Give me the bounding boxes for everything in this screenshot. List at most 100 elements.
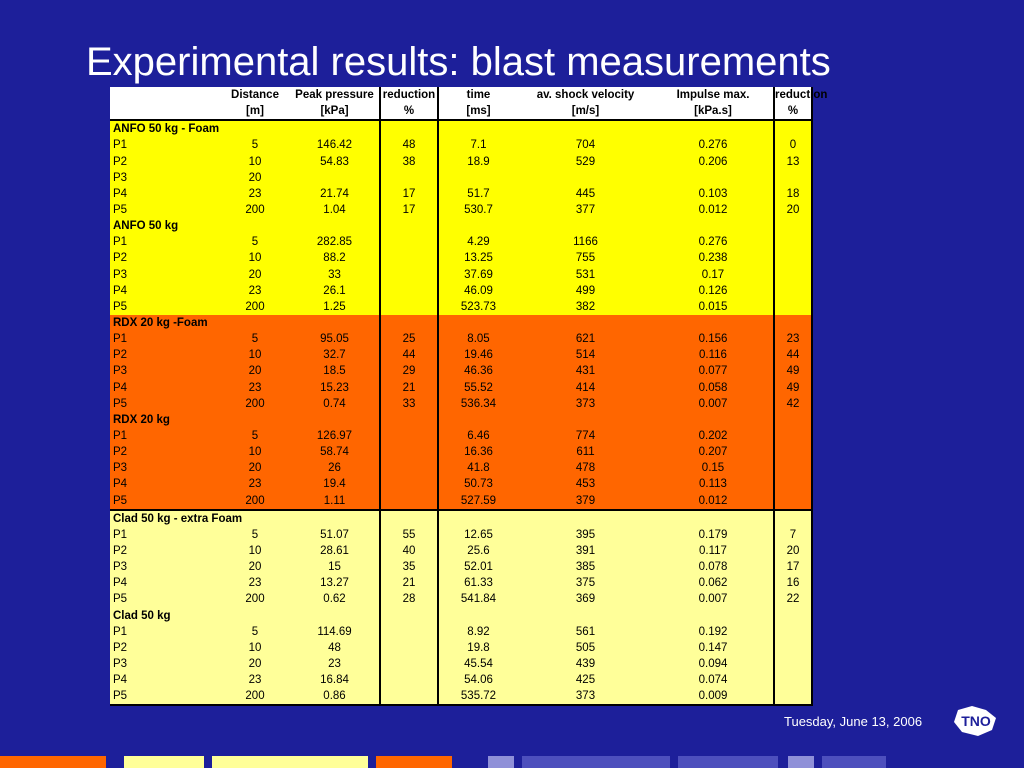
table-cell: 23 (220, 282, 290, 299)
table-cell: 20 (220, 559, 290, 576)
table-row: P3 20 15 35 52.01 385 0.078 17 (110, 559, 813, 576)
table-cell (379, 607, 439, 624)
table-cell: 146.42 (290, 137, 380, 154)
table-cell: 431 (518, 363, 653, 380)
table-cell: 0.094 (653, 655, 774, 673)
table-cell: 46.09 (438, 282, 518, 299)
table-cell (220, 119, 290, 138)
table-row: P1 5 95.05 25 8.05 621 0.156 23 (110, 331, 813, 348)
table-row: P3 20 26 41.8 478 0.15 (110, 460, 813, 477)
table-cell: 18.9 (438, 153, 518, 170)
group-header-row: ANFO 50 kg (110, 218, 813, 235)
table-cell: 19.46 (438, 347, 518, 364)
table-cell (379, 282, 439, 299)
table-cell: 0.238 (653, 250, 774, 267)
table-cell: 23 (290, 655, 380, 673)
table-cell: 0.207 (653, 444, 774, 461)
table-cell: 1.04 (290, 201, 380, 219)
table-cell: time (438, 87, 518, 104)
table-cell (773, 169, 813, 186)
table-cell: 1166 (518, 234, 653, 251)
table-cell (220, 218, 290, 235)
table-cell (290, 607, 380, 624)
table-cell: 42 (773, 395, 813, 412)
table-cell: 0.007 (653, 591, 774, 608)
table-cell: 41.8 (438, 460, 518, 477)
table-cell (518, 508, 653, 527)
table-cell (653, 314, 774, 332)
table-cell (379, 266, 439, 283)
table-cell: 530.7 (438, 201, 518, 219)
table-cell (773, 476, 813, 493)
table-cell: 55.52 (438, 379, 518, 396)
table-cell (773, 607, 813, 624)
footer-stripe (522, 756, 670, 768)
table-cell: 0.192 (653, 623, 774, 640)
table-cell (290, 314, 380, 332)
table-cell: 439 (518, 655, 653, 673)
results-table-container: Distance Peak pressure reduction time av. sh… (110, 87, 827, 707)
table-cell (438, 314, 518, 332)
row-label: P5 (110, 688, 220, 707)
table-cell (518, 607, 653, 624)
table-cell: 10 (220, 444, 290, 461)
table-cell: 15.23 (290, 379, 380, 396)
slide-date: Tuesday, June 13, 2006 (784, 714, 923, 729)
table-cell: av. shock velocity (518, 87, 653, 104)
table-cell: 5 (220, 234, 290, 251)
table-cell: Distance (220, 87, 290, 104)
table-cell (773, 639, 813, 656)
table-row: P1 5 146.42 48 7.1 704 0.276 0 (110, 137, 813, 154)
table-header-row: Distance Peak pressure reduction time av. sh… (110, 87, 827, 104)
table-cell (379, 655, 439, 673)
table-cell: 20 (220, 460, 290, 477)
table-cell: 425 (518, 672, 653, 689)
table-cell: 0.276 (653, 234, 774, 251)
table-cell: 25 (379, 331, 439, 348)
table-cell: 0.012 (653, 492, 774, 511)
table-cell (220, 607, 290, 624)
table-cell: 0.179 (653, 526, 774, 543)
table-cell (773, 444, 813, 461)
table-cell (438, 119, 518, 138)
table-cell (379, 639, 439, 656)
table-cell: 95.05 (290, 331, 380, 348)
group-label: ANFO 50 kg - Foam (110, 119, 220, 138)
footer-stripe (678, 756, 778, 768)
table-cell: 22 (773, 591, 813, 608)
table-cell: 54.83 (290, 153, 380, 170)
table-cell (379, 169, 439, 186)
table-cell: 17 (379, 185, 439, 202)
table-cell: 514 (518, 347, 653, 364)
table-cell (379, 460, 439, 477)
row-label: P2 (110, 250, 220, 267)
group-label: RDX 20 kg -Foam (110, 314, 220, 332)
table-cell: 48 (379, 137, 439, 154)
table-cell: reduction (773, 87, 827, 104)
table-cell (773, 298, 813, 315)
table-row: P3 20 (110, 169, 813, 186)
table-cell (773, 672, 813, 689)
table-cell: 529 (518, 153, 653, 170)
table-cell: 541.84 (438, 591, 518, 608)
table-cell (438, 169, 518, 186)
row-label: P4 (110, 282, 220, 299)
row-label: P2 (110, 639, 220, 656)
table-cell (518, 314, 653, 332)
table-cell: 0.058 (653, 379, 774, 396)
row-label: P1 (110, 331, 220, 348)
table-cell: 50.73 (438, 476, 518, 493)
row-label: P3 (110, 363, 220, 380)
row-label: P3 (110, 655, 220, 673)
table-cell: 58.74 (290, 444, 380, 461)
table-cell: 38 (379, 153, 439, 170)
table-cell: 13.27 (290, 575, 380, 592)
table-cell: 54.06 (438, 672, 518, 689)
table-row: P4 23 16.84 54.06 425 0.074 (110, 672, 813, 689)
table-cell: 10 (220, 250, 290, 267)
table-cell: 55 (379, 526, 439, 543)
table-cell: 379 (518, 492, 653, 511)
table-cell: 4.29 (438, 234, 518, 251)
table-cell: 20 (220, 655, 290, 673)
table-cell (773, 411, 813, 428)
